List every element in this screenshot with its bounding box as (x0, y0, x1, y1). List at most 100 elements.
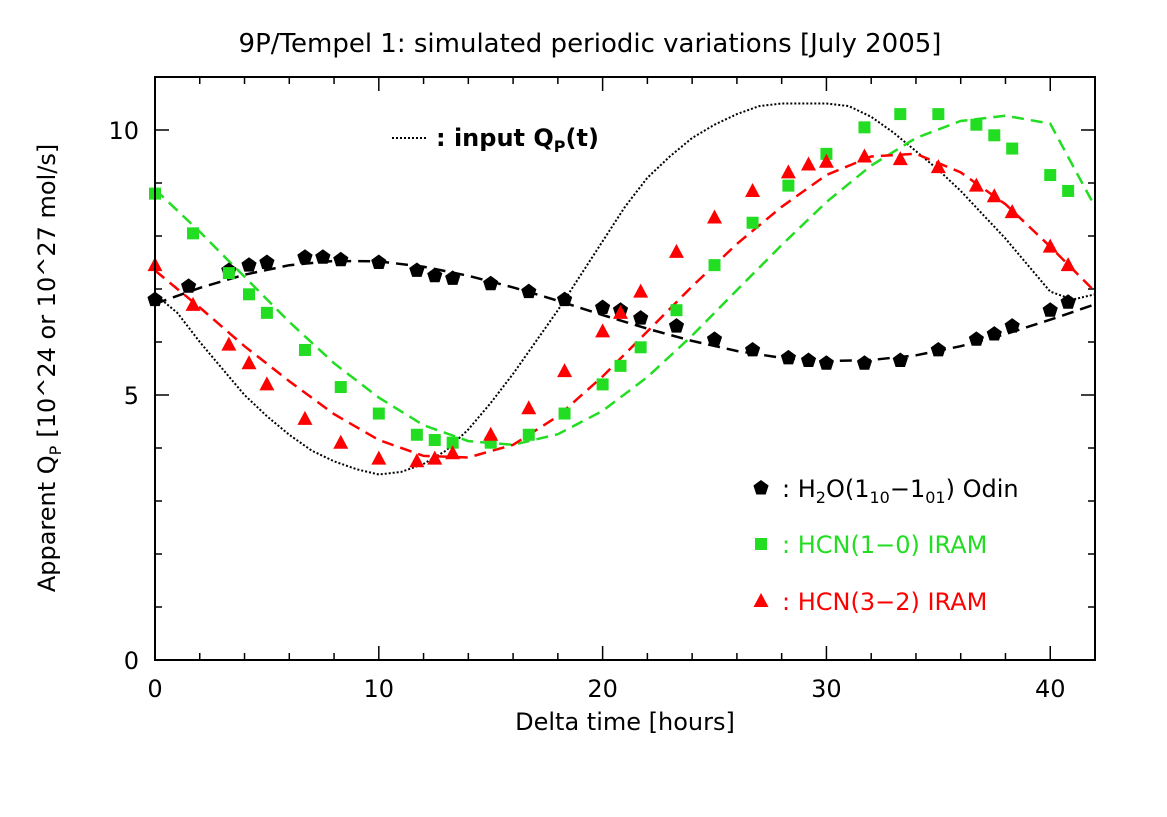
data-point-2 (410, 428, 423, 441)
y-tick-label: 0 (124, 647, 139, 675)
input-curve-line (154, 102, 1096, 476)
x-tick-label: 30 (811, 675, 842, 703)
data-point-2 (596, 378, 609, 391)
data-point-2 (187, 227, 200, 240)
data-point-1 (856, 355, 873, 370)
legend-hcn32-marker (753, 593, 769, 607)
data-point-1 (483, 275, 499, 291)
data-point-2 (558, 407, 571, 420)
data-point-3 (745, 182, 761, 197)
data-point-1 (800, 352, 817, 367)
data-point-2 (1062, 184, 1075, 197)
data-point-3 (780, 164, 796, 179)
x-tick-label: 10 (364, 675, 395, 703)
data-point-2 (446, 436, 459, 449)
legend-h2o-mid2: −1 (890, 475, 925, 503)
legend-h2o-tail: ) Odin (946, 475, 1019, 503)
y-axis-label-unit: [10^24 or 10^27 mol/s] (33, 144, 61, 438)
data-point-3 (1060, 257, 1076, 272)
data-point-2 (298, 343, 311, 356)
data-point-3 (633, 283, 649, 298)
data-point-2 (243, 288, 255, 301)
data-point-1 (892, 352, 908, 367)
data-point-2 (782, 179, 795, 192)
data-point-1 (333, 251, 349, 267)
data-point-2 (1006, 142, 1019, 155)
data-point-3 (333, 434, 349, 449)
legend-input-tail: (t) (566, 124, 599, 152)
y-axis-label: Apparent QP [10^24 or 10^27 mol/s] (33, 144, 65, 592)
data-point-2 (708, 259, 721, 272)
data-point-1 (1004, 318, 1020, 333)
legend-input-sub: P (554, 137, 566, 156)
legend-hcn32: : HCN(3−2) IRAM (753, 588, 987, 616)
data-point-1 (409, 262, 425, 277)
data-point-2 (970, 118, 983, 131)
legend-h2o-sub-2: 2 (816, 488, 826, 507)
data-point-2 (894, 108, 907, 121)
data-point-2 (614, 359, 627, 372)
data-point-3 (595, 323, 611, 338)
data-point-2 (222, 267, 235, 280)
data-point-3 (409, 453, 425, 468)
data-point-1 (930, 342, 946, 357)
data-point-3 (297, 410, 313, 425)
data-point-1 (521, 283, 537, 299)
data-point-3 (856, 148, 872, 163)
data-point-1 (668, 318, 685, 333)
data-point-3 (968, 177, 984, 192)
markers (147, 108, 1076, 468)
data-point-1 (315, 249, 331, 264)
data-point-1 (780, 349, 796, 365)
data-point-1 (1042, 302, 1058, 317)
legend-hcn10-label: : HCN(1−0) IRAM (782, 531, 987, 559)
data-point-2 (634, 341, 647, 354)
legend-h2o-text: : H (782, 475, 816, 503)
data-point-2 (746, 216, 759, 229)
data-point-3 (613, 304, 629, 319)
data-point-1 (986, 326, 1002, 341)
y-tick-label: 5 (124, 382, 139, 410)
data-point-3 (557, 363, 573, 378)
data-point-3 (1004, 204, 1020, 219)
data-point-1 (181, 278, 197, 293)
data-point-2 (858, 121, 871, 134)
y-axis-label-sub: P (46, 445, 65, 455)
legend-input-text: : input Q (436, 124, 554, 152)
data-point-2 (260, 306, 273, 319)
data-point-1 (968, 331, 984, 346)
legend-h2o-sub-10: 10 (869, 488, 889, 507)
legend-input: : input QP(t) (392, 124, 599, 156)
data-point-3 (1042, 238, 1058, 253)
data-point-1 (1060, 294, 1076, 309)
data-point-3 (668, 243, 684, 258)
data-point-2 (522, 428, 535, 441)
data-point-2 (1044, 169, 1057, 182)
y-axis-label-main: Apparent Q (33, 455, 61, 592)
data-point-3 (483, 426, 499, 441)
data-point-1 (427, 267, 443, 283)
data-point-3 (930, 159, 946, 174)
pentagon-icon (753, 480, 769, 495)
data-point-2 (334, 381, 347, 394)
data-point-2 (670, 304, 683, 317)
data-point-3 (892, 151, 908, 166)
data-point-1 (633, 310, 649, 325)
chart-title: 9P/Tempel 1: simulated periodic variatio… (239, 29, 942, 59)
data-point-1 (297, 249, 313, 264)
data-point-1 (557, 291, 573, 307)
fit-line-2 (154, 114, 1097, 447)
data-point-3 (801, 156, 817, 171)
x-axis-label: Delta time [hours] (515, 708, 735, 736)
data-point-2 (428, 434, 441, 447)
data-point-1 (745, 342, 761, 357)
legend-hcn10-marker (755, 538, 767, 550)
data-point-3 (427, 450, 443, 465)
data-point-3 (241, 355, 257, 370)
data-point-1 (818, 355, 834, 370)
data-point-3 (986, 188, 1002, 203)
x-tick-label: 0 (147, 675, 162, 703)
data-point-3 (221, 336, 237, 351)
